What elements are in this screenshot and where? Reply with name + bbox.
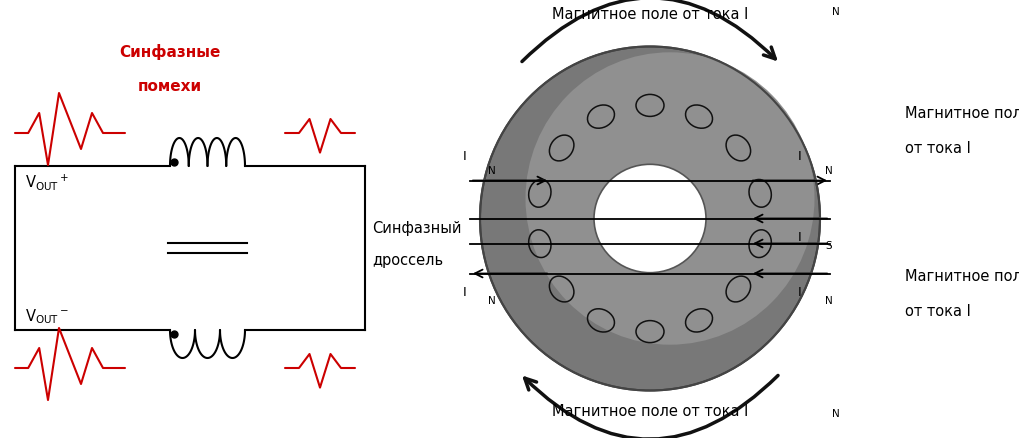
Text: V$_{\mathsf{OUT}}$$^+$: V$_{\mathsf{OUT}}$$^+$ bbox=[25, 172, 69, 191]
Text: N: N bbox=[487, 166, 495, 176]
Text: S: S bbox=[824, 241, 830, 251]
Text: Магнитное поле: Магнитное поле bbox=[904, 106, 1019, 121]
Text: I: I bbox=[463, 150, 467, 163]
Text: I: I bbox=[797, 231, 801, 244]
Ellipse shape bbox=[593, 165, 705, 273]
Text: I: I bbox=[797, 286, 801, 299]
Text: Магнитное поле: Магнитное поле bbox=[904, 269, 1019, 284]
Text: N: N bbox=[487, 296, 495, 306]
Text: Магнитное поле от тока I: Магнитное поле от тока I bbox=[551, 7, 748, 22]
Text: N: N bbox=[832, 408, 839, 418]
Ellipse shape bbox=[480, 47, 819, 391]
Text: Синфазные: Синфазные bbox=[119, 44, 220, 60]
Text: V$_{\mathsf{OUT}}$$^-$: V$_{\mathsf{OUT}}$$^-$ bbox=[25, 307, 69, 325]
Text: I: I bbox=[463, 286, 467, 299]
Text: Синфазный: Синфазный bbox=[372, 221, 461, 236]
Text: N: N bbox=[824, 296, 832, 306]
Text: помехи: помехи bbox=[138, 79, 202, 94]
Text: I: I bbox=[797, 150, 801, 163]
Text: дроссель: дроссель bbox=[372, 253, 442, 268]
Ellipse shape bbox=[525, 53, 814, 345]
Text: от тока I: от тока I bbox=[904, 304, 970, 319]
Text: от тока I: от тока I bbox=[904, 141, 970, 156]
Text: Магнитное поле от тока I: Магнитное поле от тока I bbox=[551, 403, 748, 418]
Text: N: N bbox=[824, 166, 832, 176]
Text: N: N bbox=[832, 7, 839, 17]
